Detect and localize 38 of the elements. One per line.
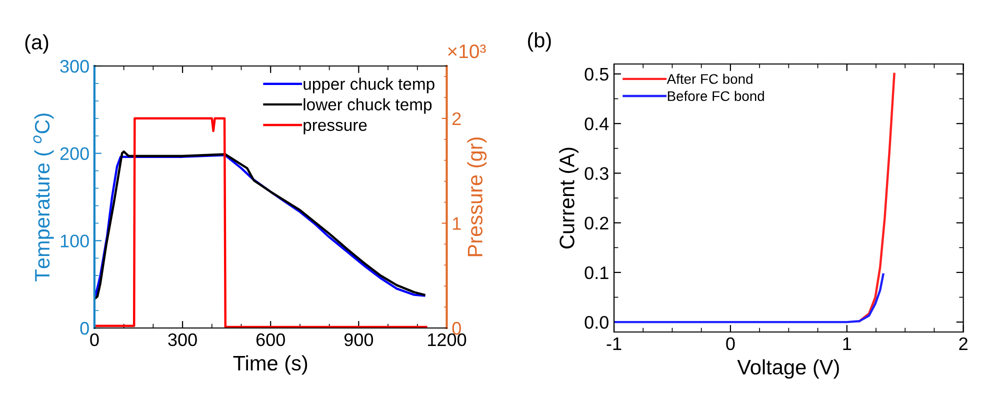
legend-label: After FC bond <box>666 74 752 84</box>
x-tick-label: 600 <box>256 333 285 346</box>
x-tick-label: 900 <box>344 333 374 346</box>
y-tick-label: 0.3 <box>584 167 608 180</box>
x-tick-label: 1 <box>843 338 852 350</box>
x-axis-title: Voltage (V) <box>737 359 839 379</box>
y-tick-label: 0.1 <box>584 266 608 280</box>
line-series <box>614 273 884 324</box>
x-tick-label: 1200 <box>428 333 466 346</box>
line-series <box>94 117 428 328</box>
y2-tick-label: 2 <box>452 112 461 125</box>
line-series <box>858 72 896 322</box>
x-tick-label: 0 <box>726 337 735 350</box>
chart-title: (b) <box>528 32 551 52</box>
y-axis-title: Current (A) <box>559 148 578 248</box>
y2-tick-label: 1 <box>452 217 461 230</box>
y-tick-label: 0.5 <box>584 68 608 81</box>
y-tick-label: 0.4 <box>584 117 609 130</box>
x-tick-label: 300 <box>168 333 197 346</box>
y-tick-label: 0.0 <box>584 316 608 329</box>
y-tick-label: 200 <box>60 147 89 160</box>
x-tick-label: -1 <box>606 338 622 350</box>
y-tick-label: 100 <box>60 234 89 248</box>
y-axis-title: Temperature ( $^{o}$C) <box>33 114 54 282</box>
x-axis-title: Time (s) <box>233 355 308 375</box>
legend-label: upper chuck temp <box>304 78 434 94</box>
y-tick-label: 0 <box>80 322 89 335</box>
y-tick-label: 0.2 <box>584 216 608 230</box>
legend-label: Before FC bond <box>668 90 764 102</box>
y2-axis-title: Pressure (gr) <box>467 138 487 256</box>
y2-tick-label: 0 <box>452 322 461 335</box>
legend-label: pressure <box>304 122 367 134</box>
y-tick-label: 300 <box>60 60 89 73</box>
chart-title: (a) <box>25 34 48 54</box>
x-tick-label: 0 <box>90 333 99 346</box>
x-tick-label: 2 <box>959 337 968 350</box>
legend-label: lower chuck temp <box>304 98 432 114</box>
text: ×10³ <box>448 44 486 58</box>
